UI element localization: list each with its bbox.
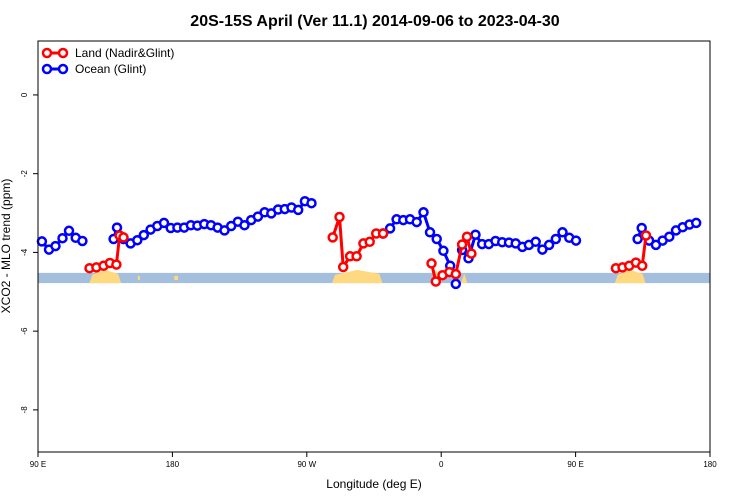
data-point: [632, 233, 643, 245]
coastline-strip: [38, 269, 710, 284]
plot-frame: [37, 40, 711, 453]
data-point: [557, 227, 568, 238]
legend-item-ocean: Ocean (Glint): [41, 62, 146, 76]
data-point: [430, 276, 442, 287]
data-point: [424, 227, 436, 238]
data-point: [351, 251, 362, 262]
data-point: [36, 236, 48, 247]
data-point: [57, 232, 68, 244]
x-tick-label: 180: [703, 460, 717, 469]
land-band: [89, 269, 122, 284]
data-point: [377, 228, 389, 239]
land-band: [614, 269, 646, 284]
data-point: [466, 248, 477, 259]
data-point: [664, 231, 675, 242]
data-point: [438, 245, 449, 257]
data-point: [418, 207, 429, 218]
data-point: [292, 204, 304, 216]
data-point: [239, 219, 250, 231]
legend-label-ocean: Ocean (Glint): [75, 62, 146, 76]
legend-label-land: Land (Nadir&Glint): [75, 46, 174, 60]
data-point: [327, 232, 338, 243]
land-band: [460, 269, 468, 284]
legend-marker-ocean: [41, 63, 53, 75]
data-point: [63, 225, 75, 237]
data-point: [543, 239, 555, 251]
data-point: [450, 268, 462, 280]
legend-marker-land: [41, 47, 53, 59]
data-point: [470, 229, 481, 240]
data-point: [77, 235, 88, 247]
y-tick-label: -4: [20, 248, 29, 256]
legend: Land (Nadir&Glint) Ocean (Glint): [41, 46, 174, 76]
data-point: [334, 211, 345, 223]
data-point: [337, 261, 349, 273]
chart-title: 20S-15S April (Ver 11.1) 2014-09-06 to 2…: [190, 13, 560, 30]
legend-item-land: Land (Nadir&Glint): [41, 46, 174, 60]
data-point: [640, 230, 652, 241]
y-tick-label: -2: [20, 170, 29, 178]
land-band: [174, 275, 178, 281]
data-point: [550, 233, 562, 245]
data-point: [384, 223, 396, 234]
data-point: [50, 240, 61, 252]
data-point: [158, 217, 170, 229]
data-point: [636, 222, 647, 234]
data-point: [138, 229, 150, 241]
data-point: [690, 217, 702, 229]
y-axis: 0 -2 -4 -6 -8: [20, 92, 38, 413]
data-point: [570, 235, 582, 246]
data-point: [636, 260, 648, 272]
data-point: [132, 234, 143, 246]
legend-marker-land: [57, 47, 69, 59]
x-tick-label: 0: [439, 460, 444, 469]
data-point: [306, 197, 317, 209]
x-tick-label: 180: [166, 460, 180, 469]
data-point: [431, 233, 442, 245]
x-axis: 90 E 180 90 W 0 90 E 180: [30, 452, 717, 469]
x-tick-label: 90 E: [567, 460, 583, 469]
x-tick-label: 90 W: [297, 460, 316, 469]
x-tick-label: 90 E: [30, 460, 46, 469]
data-point: [426, 258, 437, 269]
y-tick-label: -8: [20, 406, 29, 414]
land-band: [137, 275, 140, 281]
plot-series: [36, 195, 702, 290]
x-axis-label: Longitude (deg E): [326, 477, 421, 491]
y-tick-label: 0: [20, 92, 29, 97]
land-band: [332, 269, 383, 284]
series-land: [84, 211, 652, 287]
y-axis-label: XCO2 - MLO trend (ppm): [0, 179, 13, 314]
y-tick-label: -6: [20, 327, 29, 335]
data-point: [118, 232, 129, 243]
legend-marker-ocean: [57, 63, 69, 75]
data-point: [111, 259, 122, 270]
data-point: [411, 216, 422, 228]
data-point: [450, 278, 462, 290]
data-point: [364, 236, 375, 248]
data-point: [456, 239, 468, 250]
data-point: [461, 231, 473, 242]
data-point: [537, 244, 548, 255]
data-point: [530, 236, 541, 248]
